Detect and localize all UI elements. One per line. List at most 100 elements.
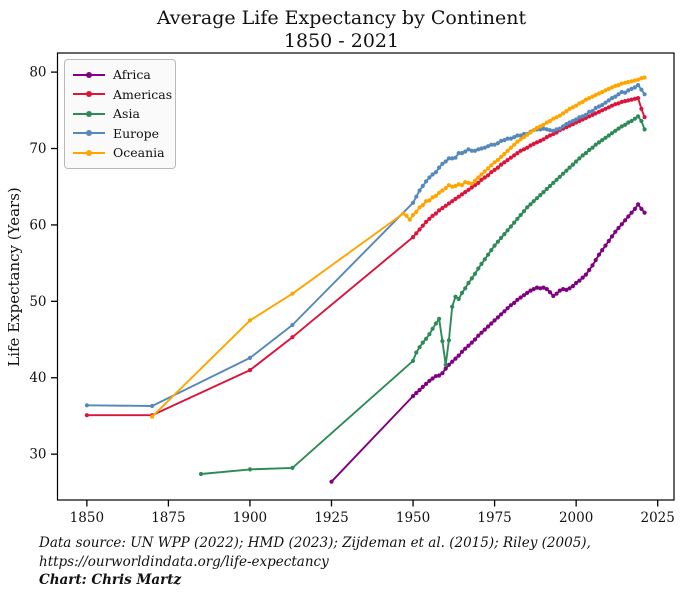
data-point xyxy=(554,115,559,120)
data-point xyxy=(534,140,540,145)
data-point xyxy=(410,394,416,399)
data-point xyxy=(499,162,504,167)
data-point xyxy=(642,210,647,215)
data-point xyxy=(619,89,624,95)
data-point xyxy=(521,135,527,140)
data-point xyxy=(623,99,628,104)
data-point xyxy=(564,122,569,127)
data-point xyxy=(414,231,419,236)
footer-credit: Chart: Chris Martz xyxy=(39,572,182,588)
data-point xyxy=(574,280,579,286)
data-point xyxy=(84,403,89,408)
data-point xyxy=(596,91,602,96)
data-point xyxy=(626,214,631,219)
data-point xyxy=(515,151,520,156)
data-point xyxy=(437,190,442,195)
data-point xyxy=(512,300,517,305)
data-point xyxy=(636,83,641,88)
data-point xyxy=(508,136,513,141)
data-point xyxy=(632,116,638,121)
data-point xyxy=(469,340,474,345)
data-point xyxy=(600,108,605,113)
data-point xyxy=(626,120,631,125)
data-point xyxy=(463,190,468,195)
data-point xyxy=(512,153,517,158)
data-point xyxy=(453,356,458,361)
data-point xyxy=(430,195,435,200)
data-point xyxy=(626,98,631,103)
data-point xyxy=(446,156,451,161)
data-point xyxy=(606,105,611,110)
data-point xyxy=(632,206,638,211)
data-point xyxy=(459,349,465,354)
data-point xyxy=(632,78,638,83)
data-point xyxy=(469,181,474,186)
data-point xyxy=(521,147,527,152)
data-point xyxy=(574,117,579,122)
data-point xyxy=(437,208,442,213)
data-point xyxy=(440,161,445,166)
data-point xyxy=(574,159,579,164)
data-point xyxy=(489,163,494,168)
data-point xyxy=(590,112,595,117)
data-point xyxy=(613,94,618,99)
data-point xyxy=(502,309,507,314)
data-point xyxy=(427,198,432,203)
data-point xyxy=(505,228,510,233)
data-point xyxy=(198,471,204,477)
data-point xyxy=(479,177,484,182)
data-point xyxy=(567,286,572,291)
data-point xyxy=(557,288,562,293)
data-point xyxy=(450,304,455,309)
data-point xyxy=(623,90,628,95)
data-point xyxy=(427,332,432,337)
data-point xyxy=(450,359,455,364)
data-point xyxy=(440,371,445,376)
data-point xyxy=(443,159,448,164)
data-point xyxy=(247,467,253,472)
data-point xyxy=(476,175,481,180)
axes-box xyxy=(56,52,675,501)
data-point xyxy=(476,147,481,152)
data-point xyxy=(433,321,438,326)
x-tick-label: 2000 xyxy=(559,510,593,526)
data-point xyxy=(482,145,487,150)
data-point xyxy=(456,194,461,199)
data-point xyxy=(479,330,484,335)
data-point xyxy=(502,138,507,143)
data-point xyxy=(456,151,461,156)
data-point xyxy=(606,98,611,103)
data-point xyxy=(613,128,618,133)
x-tick-label: 1875 xyxy=(151,510,185,526)
data-point xyxy=(450,156,455,161)
data-point xyxy=(505,306,510,311)
data-point xyxy=(600,102,605,108)
data-point xyxy=(603,100,608,105)
data-point xyxy=(472,178,478,183)
legend-item-asia: Asia xyxy=(73,104,175,124)
data-point xyxy=(518,137,523,142)
data-point xyxy=(420,203,425,208)
data-point xyxy=(587,114,592,119)
data-point xyxy=(554,177,559,182)
data-point xyxy=(469,276,474,281)
data-point xyxy=(603,135,608,140)
data-point xyxy=(466,147,471,152)
data-point xyxy=(580,275,585,280)
data-point xyxy=(518,148,523,153)
data-point xyxy=(534,285,540,290)
data-point xyxy=(443,362,448,367)
data-point xyxy=(600,138,605,143)
data-point xyxy=(495,315,500,320)
data-point xyxy=(531,287,536,292)
data-point xyxy=(476,180,481,185)
data-point xyxy=(619,222,624,227)
data-point xyxy=(587,147,592,153)
data-point xyxy=(636,77,641,82)
chart-title: Average Life Expectancy by Continent xyxy=(156,7,527,29)
series-line-africa xyxy=(330,203,646,483)
data-point xyxy=(486,324,491,329)
data-point xyxy=(596,109,602,114)
data-point xyxy=(564,287,569,292)
